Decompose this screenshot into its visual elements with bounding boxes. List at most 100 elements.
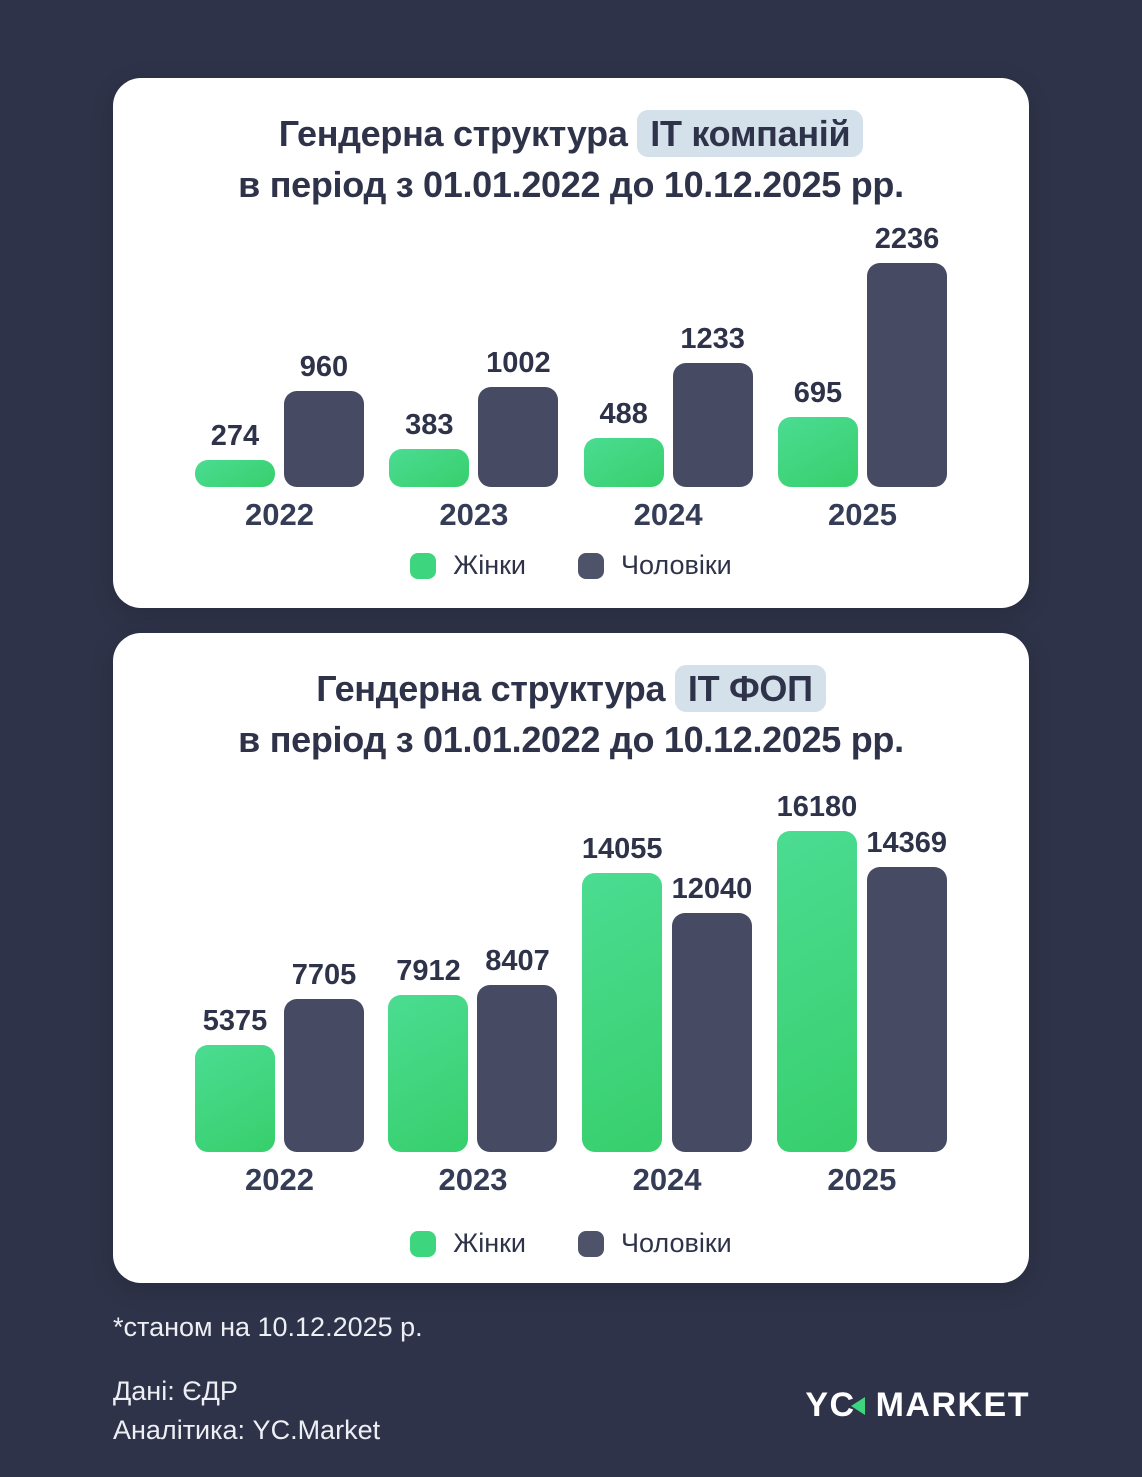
data-source: Дані: ЄДР [113,1376,238,1406]
bar-value-label: 488 [599,398,648,430]
logo-triangle-icon [850,1396,865,1415]
chart-title-period: в період з 01.01.2022 до 10.12.2025 рр. [238,719,904,761]
bar-group-2025: 695 2236 2025 [777,223,947,533]
legend: Жінки Чоловіки [113,550,1029,581]
x-axis-label-2025: 2025 [827,1162,897,1197]
bar-group-2023: 7912 8407 2023 [388,945,558,1198]
bar-group-2023: 383 1002 2023 [389,347,559,533]
bar-cell: 5375 [195,1005,275,1152]
bar-women-2024 [582,873,663,1152]
legend: Жінки Чоловіки [113,1228,1029,1259]
bar-plot-companies: 274 960 2022 383 1002 2023 488 1233 2024 695 2236 2… [195,223,947,533]
bar-cell: 960 [284,351,364,487]
bar-women-2023 [388,995,469,1152]
bar-cell: 488 [583,398,664,487]
bar-group-2022: 5375 7705 2022 [195,959,364,1198]
bar-group-2025: 16180 14369 2025 [777,791,947,1198]
chart-title-highlight: ІТ компаній [637,110,864,157]
bar-value-label: 8407 [485,945,550,977]
bar-value-label: 383 [405,409,454,441]
bar-plot-fop: 5375 7705 2022 7912 8407 2023 14055 12040 2024 16… [195,791,947,1198]
bar-women-2022 [195,460,275,487]
bar-value-label: 16180 [776,791,858,823]
analytics-source: Аналітика: YC.Market [113,1415,381,1445]
x-axis-label-2023: 2023 [439,497,509,532]
bar-women-2025 [777,831,857,1152]
chart-title: Гендерна структура ІТ компаній в період … [113,78,1029,210]
bar-cell: 1002 [478,347,559,487]
bar-cell: 16180 [776,791,858,1152]
bar-value-label: 14055 [581,833,663,865]
footnote: *станом на 10.12.2025 р. [113,1312,423,1342]
logo-text-yc: YC [805,1386,856,1424]
legend-swatch-women-icon [410,552,437,579]
chart-title: Гендерна структура ІТ ФОП в період з 01.… [113,633,1029,765]
bars-row: 488 1233 [583,323,753,487]
bar-cell: 1233 [672,323,753,487]
logo-text-market: MARKET [875,1386,1030,1424]
x-axis-label-2022: 2022 [245,1162,314,1197]
bar-cell: 383 [389,409,470,487]
x-axis-label-2024: 2024 [633,497,703,532]
legend-swatch-women-icon [410,1230,437,1257]
bar-value-label: 695 [793,377,843,409]
bar-cell: 14055 [582,833,663,1152]
bar-men-2024 [671,913,752,1152]
bar-value-label: 2236 [874,223,940,255]
bar-value-label: 960 [299,351,349,383]
bar-cell: 12040 [671,873,753,1152]
bars-row: 16180 14369 [777,791,947,1152]
bars-row: 7912 8407 [388,945,558,1152]
bar-women-2025 [777,417,858,487]
bar-women-2023 [389,449,470,487]
bar-men-2022 [284,391,364,487]
bars-row: 383 1002 [389,347,559,487]
bars-row: 5375 7705 [195,959,364,1152]
bar-value-label: 1002 [486,347,551,379]
chart-card-it-fop: Гендерна структура ІТ ФОП в період з 01.… [113,633,1029,1283]
legend-item-men: Чоловіки [578,1228,732,1259]
bar-men-2025 [866,263,947,487]
legend-swatch-men-icon [578,552,604,579]
legend-label-women: Жінки [453,1228,526,1258]
bar-cell: 7912 [388,955,469,1152]
bar-men-2025 [866,867,947,1152]
chart-title-period: в період з 01.01.2022 до 10.12.2025 рр. [238,164,904,206]
bar-value-label: 5375 [202,1005,268,1037]
legend-item-men: Чоловіки [578,550,732,581]
chart-title-prefix: Гендерна структура [316,668,666,709]
legend-item-women: Жінки [410,1228,526,1259]
bar-women-2022 [195,1045,275,1152]
bar-value-label: 1233 [680,323,745,355]
bar-value-label: 12040 [671,873,753,905]
x-axis-label-2025: 2025 [828,497,897,532]
sources-block: Дані: ЄДР Аналітика: YC.Market [113,1372,380,1450]
bar-women-2024 [583,438,664,487]
bar-men-2023 [478,387,559,487]
bar-value-label: 7912 [396,955,461,987]
bar-value-label: 274 [210,420,260,452]
chart-card-it-companies: Гендерна структура ІТ компаній в період … [113,78,1029,608]
bar-cell: 2236 [866,223,947,487]
bar-value-label: 14369 [866,827,947,859]
bar-cell: 8407 [477,945,558,1152]
brand-logo: YC MARKET [805,1386,1030,1425]
legend-label-men: Чоловіки [621,1228,732,1258]
bar-cell: 7705 [284,959,364,1152]
bar-group-2024: 14055 12040 2024 [582,833,752,1198]
bars-row: 695 2236 [777,223,947,487]
bars-row: 14055 12040 [582,833,752,1152]
legend-label-men: Чоловіки [621,550,732,580]
x-axis-label-2022: 2022 [245,497,314,532]
legend-swatch-men-icon [578,1230,604,1257]
bars-row: 274 960 [195,351,364,487]
bar-men-2022 [284,999,364,1152]
bar-men-2024 [672,363,753,487]
x-axis-label-2023: 2023 [438,1162,508,1197]
chart-title-prefix: Гендерна структура [278,113,628,154]
bar-value-label: 7705 [291,959,357,991]
bar-group-2024: 488 1233 2024 [583,323,753,533]
bar-men-2023 [477,985,558,1152]
bar-cell: 695 [777,377,858,487]
